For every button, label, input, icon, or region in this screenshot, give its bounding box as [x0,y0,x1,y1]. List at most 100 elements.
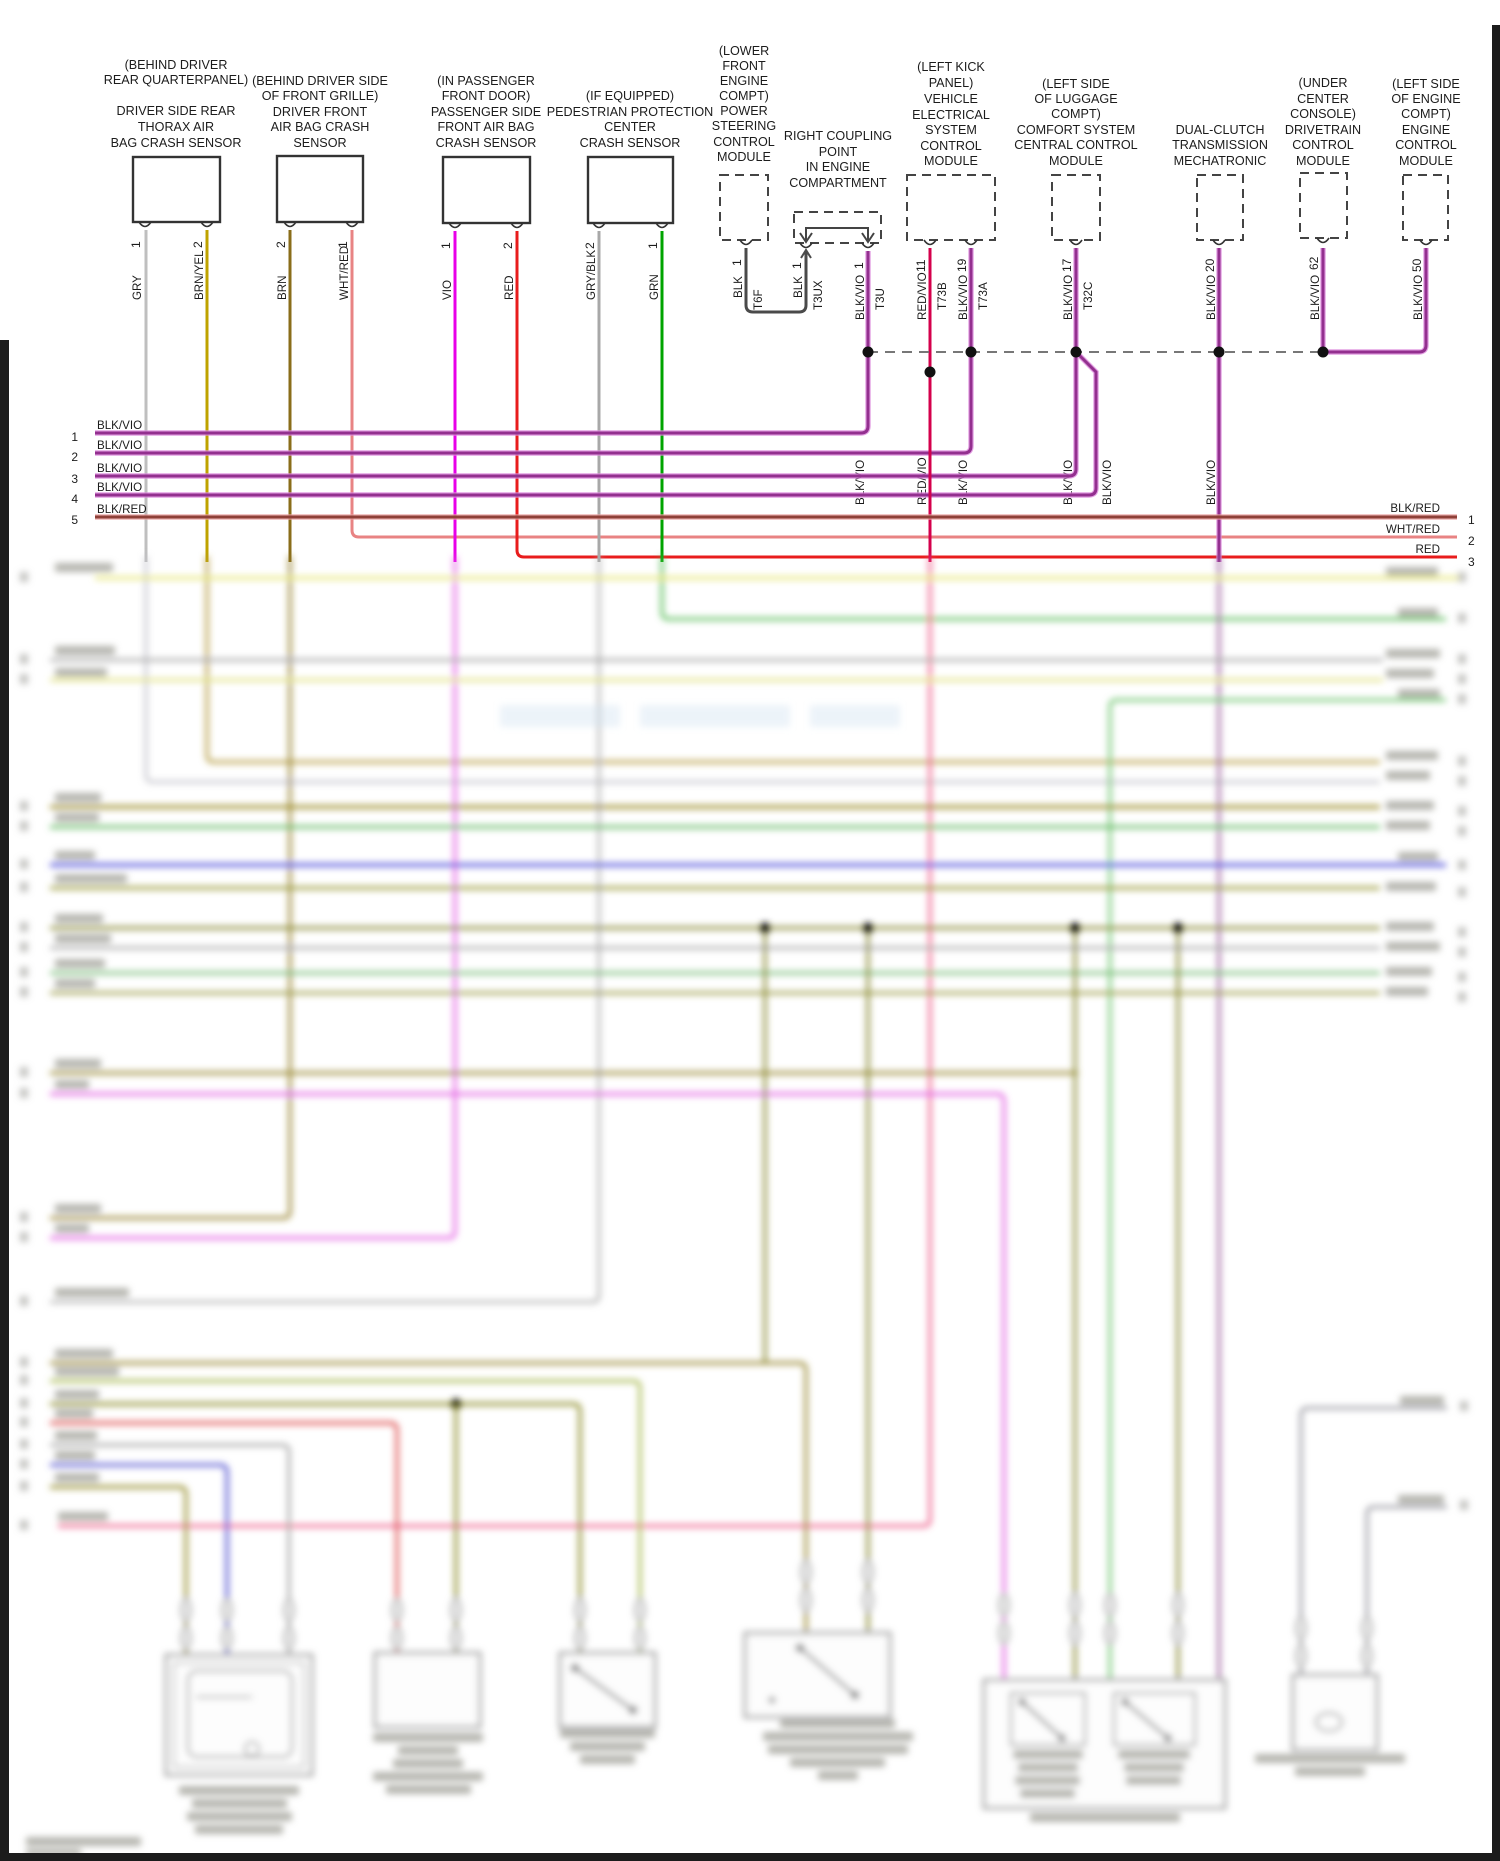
pin-number: 1 [852,262,866,269]
module-title-line: CONTROL [713,135,775,149]
module-title-line: COMPT) [719,89,769,103]
row-number: 2 [1468,534,1475,548]
connector-id: T3U [874,288,887,310]
module-title-line: COMPARTMENT [789,176,887,190]
module-title-line: CONTROL [920,139,982,153]
crash-sensor-box [586,155,675,225]
row-number: 5 [71,513,78,527]
module-title-line: (LEFT KICK [917,60,985,74]
pin-number: 1 [439,242,453,249]
pin-number: 1 [646,242,660,249]
wire-label: BRN [276,276,289,300]
module-title-line: MODULE [1399,154,1453,168]
connector-ids: T6F T3UX T3U T73B T73A T32C [752,280,1095,310]
pin-number: 20 [1203,258,1217,272]
module-title-line: MODULE [924,154,978,168]
module-title-line: FRONT DOOR) [442,89,531,103]
wire-label: BLK/VIO [1062,275,1075,320]
control-module-box [1196,174,1244,241]
bus-wire-labels: BLK/VIO RED/VIO BLK/VIO BLK/VIO BLK/VIO … [854,457,1218,505]
module-title-line: ELECTRICAL [912,108,990,122]
module-title-line: (LOWER [719,44,769,58]
wire-label: BLK/VIO [854,275,867,320]
row-number: 1 [1468,513,1475,527]
module-titles: (BEHIND DRIVER REAR QUARTERPANEL) DRIVER… [104,44,1461,190]
pin-number: 2 [191,241,205,248]
crash-sensor-box [131,155,222,224]
wires-sharp [95,230,1457,562]
wire-label: BLK/VIO [1309,275,1322,320]
wire-label: BLK/VIO [854,460,867,505]
module-title-line: DRIVETRAIN [1285,123,1361,137]
pin-number: 1 [730,259,744,266]
module-title-line: DRIVER FRONT [273,105,368,119]
wire-label: BLK/VIO [957,460,970,505]
module-title-line: BAG CRASH SENSOR [111,136,242,150]
module-title-line: CENTER [604,120,656,134]
module-title-line: MODULE [1049,154,1103,168]
wire-label: BLK/VIO [1205,275,1218,320]
wire-label: WHT/RED [338,246,351,300]
connector-id: T3UX [812,280,825,310]
module-title-line: PEDESTRIAN PROTECTION [547,105,714,119]
pin-number: 17 [1060,258,1074,272]
module-title-line: OF LUGGAGE [1034,92,1117,106]
wire-label: GRN [648,274,661,300]
module-title-line: PASSENGER SIDE [431,105,541,119]
page-borders [0,25,1500,1861]
component-caption-smudges [26,1719,1405,1856]
row-label: BLK/RED [1390,502,1440,515]
wire-label: BLK/VIO [1101,460,1114,505]
module-title-line: AIR BAG CRASH [271,120,370,134]
pin-number: 1 [790,262,804,269]
connector-id: T73A [977,282,990,310]
row-label: BLK/VIO [97,439,142,452]
wire-label: BLK/VIO [1205,460,1218,505]
wire-label: BLK/VIO [1062,460,1075,505]
module-title-line: DRIVER SIDE REAR [117,104,236,118]
module-title-line: (LEFT SIDE [1392,77,1460,91]
module-title-line: CONSOLE) [1290,107,1356,121]
row-label: WHT/RED [1386,523,1440,536]
crash-sensor-box [441,155,532,225]
module-title-line: TRANSMISSION [1172,138,1268,152]
module-title-line: CONTROL [1395,138,1457,152]
wire-label: RED [503,276,516,300]
connector-id: T32C [1082,282,1095,310]
pin-number: 2 [274,241,288,248]
module-boxes [131,154,1449,244]
module-title-line: POINT [819,145,858,159]
control-module-box [1402,174,1449,241]
right-offpage-connectors: BLK/RED WHT/RED RED 1 2 3 [1386,502,1475,569]
module-title-line: THORAX AIR [138,120,214,134]
wire-label: BLK/VIO [1412,275,1425,320]
module-title-line: COMPT) [1051,107,1101,121]
wire-label: GRY/BLK [585,250,598,300]
module-title-line: CRASH SENSOR [580,136,681,150]
pin-number: 1 [336,241,350,248]
module-title-line: SENSOR [293,136,346,150]
module-title-line: OF FRONT GRILLE) [262,89,379,103]
module-title-line: CENTER [1297,92,1349,106]
module-title-line: COMPT) [1401,107,1451,121]
module-title-line: MODULE [1296,154,1350,168]
wire-label: RED/VIO [916,272,929,320]
top-section: (BEHIND DRIVER REAR QUARTERPANEL) DRIVER… [71,44,1475,569]
module-title-line: (BEHIND DRIVER [125,58,228,72]
module-title-line: CONTROL [1292,138,1354,152]
module-title-line: PANEL) [929,76,974,90]
bottom-components [164,1631,1379,1810]
row-number: 4 [71,492,78,506]
row-number: 3 [1468,555,1475,569]
module-title-line: CRASH SENSOR [436,136,537,150]
module-title-line: VEHICLE [924,92,978,106]
wire-label: BLK [792,276,805,298]
blurred-vertical-wires [50,556,1446,1680]
pin-number: 50 [1410,258,1424,272]
control-module-box [719,174,769,241]
module-title-line: STEERING [712,119,776,133]
blurred-section [20,556,1468,1856]
row-label: BLK/RED [97,503,147,516]
